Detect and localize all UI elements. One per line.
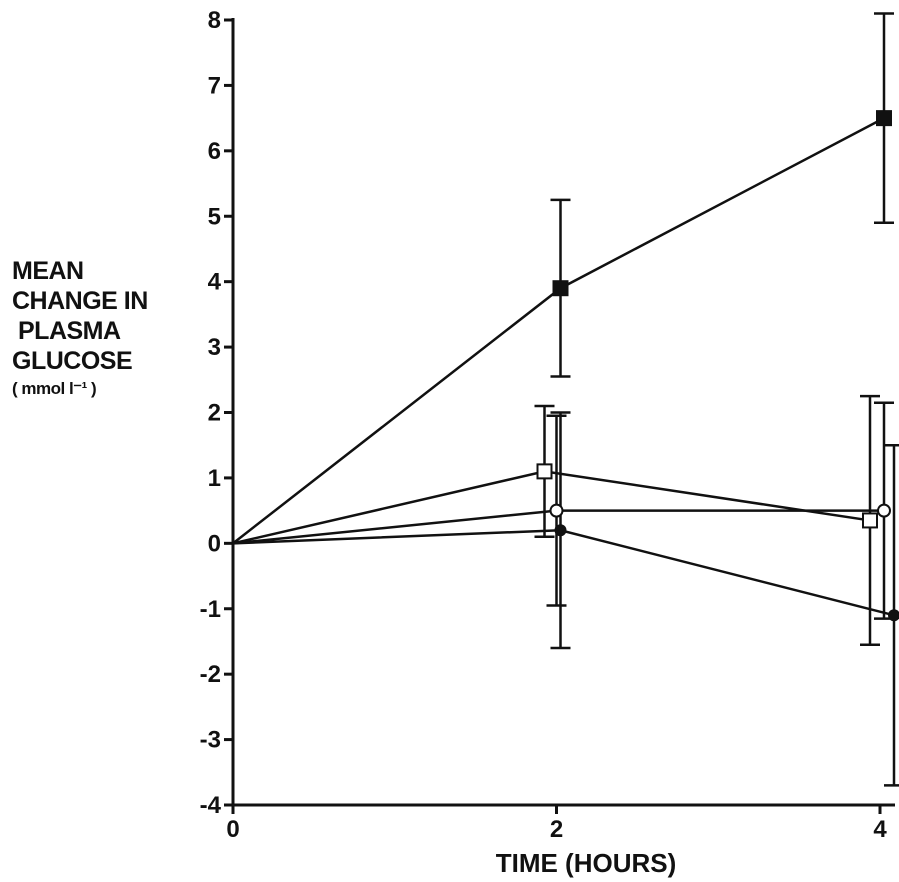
y-ticks: -4 -3 -2 -1 0 1 2 3 4 5 6 7 8 xyxy=(200,7,233,819)
data-point xyxy=(536,463,553,480)
y-tick-label: 7 xyxy=(208,72,221,99)
data-point xyxy=(554,524,567,537)
x-tick-label: 4 xyxy=(873,816,887,843)
y-tick-label: 2 xyxy=(208,400,221,427)
data-point xyxy=(888,609,899,622)
y-tick-label: -3 xyxy=(200,727,221,754)
y-tick-label: 1 xyxy=(208,465,221,492)
x-tick-label: 0 xyxy=(226,816,239,843)
y-tick-label: 6 xyxy=(208,138,221,165)
y-tick-label: 3 xyxy=(208,334,221,361)
data-point xyxy=(552,280,569,297)
x-ticks: 0 2 4 xyxy=(226,805,887,843)
y-tick-label: -4 xyxy=(200,792,222,819)
data-point xyxy=(862,512,878,529)
data-markers xyxy=(536,110,899,622)
y-tick-label: 0 xyxy=(208,530,221,557)
y-axis-label-line-3: PLASMA xyxy=(18,317,121,345)
y-axis-units: ( mmol l⁻¹ ) xyxy=(12,379,97,398)
y-axis-label-line-4: GLUCOSE xyxy=(12,347,133,375)
series-line xyxy=(232,117,885,545)
x-axis-label: TIME (HOURS) xyxy=(496,848,677,878)
y-axis-label: MEAN CHANGE IN PLASMA GLUCOSE ( mmol l⁻¹… xyxy=(12,256,192,402)
series-line xyxy=(232,528,895,617)
y-tick-label: -1 xyxy=(200,596,221,623)
y-tick-label: -2 xyxy=(200,661,221,688)
y-tick-label: 8 xyxy=(208,7,221,34)
y-axis-label-line-1: MEAN xyxy=(12,257,84,285)
data-point xyxy=(877,503,891,518)
series-lines xyxy=(232,117,895,617)
y-tick-label: 4 xyxy=(208,269,222,296)
data-point xyxy=(549,503,564,518)
data-point xyxy=(876,110,892,127)
y-axis-label-line-2: CHANGE IN xyxy=(12,287,148,315)
y-tick-label: 5 xyxy=(208,203,221,230)
x-tick-label: 2 xyxy=(550,816,563,843)
error-bars xyxy=(534,12,899,787)
